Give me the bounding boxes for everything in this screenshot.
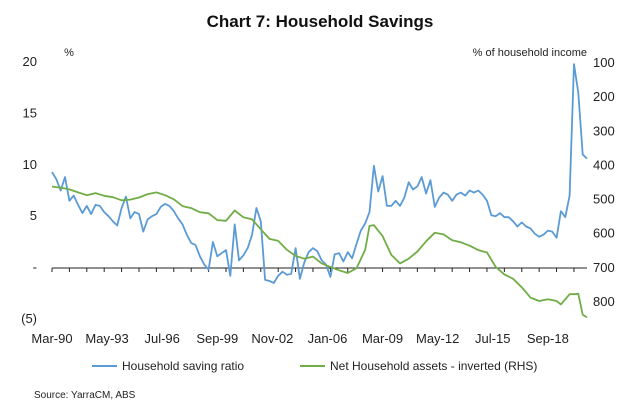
series-line-saving-ratio bbox=[51, 63, 588, 284]
x-tick-label: Jul-15 bbox=[475, 331, 510, 346]
chart-title: Chart 7: Household Savings bbox=[207, 12, 434, 31]
x-tick-label: Sep-18 bbox=[527, 331, 569, 346]
x-axis-ticks: Mar-90 May-93 Jul-96 Sep-99 Nov-02 Jan-06 Mar-… bbox=[31, 331, 568, 346]
legend-label-saving-ratio: Household saving ratio bbox=[122, 359, 244, 373]
legend-label-net-assets: Net Household assets - inverted (RHS) bbox=[330, 359, 537, 373]
x-tick-label: May-12 bbox=[416, 331, 459, 346]
right-axis-ticks: 100 200 300 400 500 600 700 800 bbox=[593, 55, 615, 309]
left-tick-label: 15 bbox=[23, 105, 37, 120]
x-tick-label: Mar-09 bbox=[362, 331, 403, 346]
x-tick-label: Nov-02 bbox=[251, 331, 293, 346]
left-axis-ticks: 20 15 10 5 - (5) bbox=[21, 54, 37, 326]
source-note: Source: YarraCM, ABS bbox=[34, 390, 136, 401]
series-layer bbox=[51, 63, 588, 319]
right-tick-label: 800 bbox=[593, 294, 615, 309]
left-axis-unit: % bbox=[64, 47, 74, 59]
right-tick-label: 200 bbox=[593, 89, 615, 104]
x-tick-label: Sep-99 bbox=[196, 331, 238, 346]
legend: Household saving ratio Net Household ass… bbox=[92, 359, 537, 373]
right-tick-label: 300 bbox=[593, 123, 615, 138]
x-tick-label: Jan-06 bbox=[308, 331, 348, 346]
left-tick-label: 10 bbox=[23, 157, 37, 172]
right-tick-label: 500 bbox=[593, 192, 615, 207]
x-tick-label: May-93 bbox=[85, 331, 128, 346]
right-tick-label: 700 bbox=[593, 260, 615, 275]
left-tick-label: - bbox=[33, 260, 37, 275]
right-tick-label: 600 bbox=[593, 226, 615, 241]
right-tick-label: 400 bbox=[593, 157, 615, 172]
x-tick-label: Jul-96 bbox=[144, 331, 179, 346]
right-tick-label: 100 bbox=[593, 55, 615, 70]
left-tick-label: (5) bbox=[21, 311, 37, 326]
right-axis-unit: % of household income bbox=[473, 47, 587, 59]
x-tick-label: Mar-90 bbox=[31, 331, 72, 346]
series-line-net-assets bbox=[51, 185, 588, 319]
left-tick-label: 5 bbox=[30, 208, 37, 223]
left-tick-label: 20 bbox=[23, 54, 37, 69]
x-axis-tick-marks bbox=[51, 268, 575, 272]
